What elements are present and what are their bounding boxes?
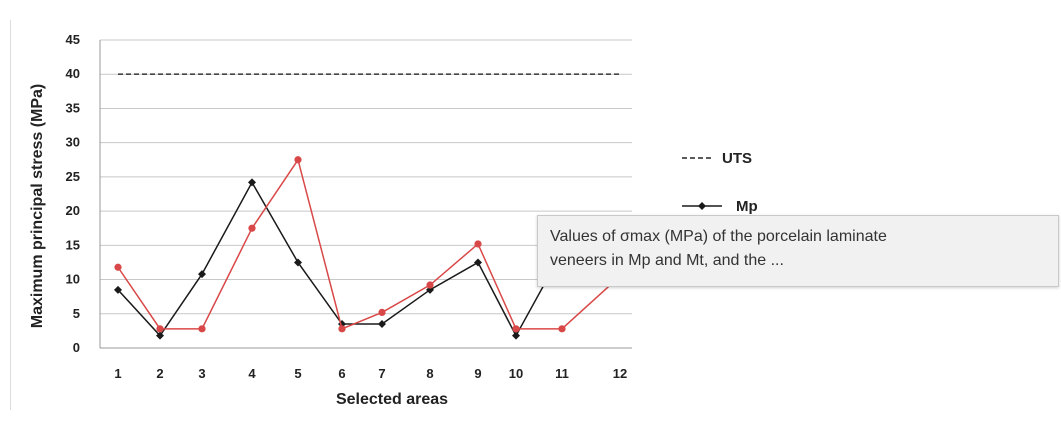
y-tick-label: 40 <box>66 66 80 81</box>
figure-caption-tooltip: Values of σmax (MPa) of the porcelain la… <box>537 215 1059 287</box>
x-tick-label: 11 <box>555 366 569 381</box>
x-tick-label: 4 <box>248 366 256 381</box>
mp-point-4 <box>248 178 256 187</box>
x-tick-label: 2 <box>156 366 163 381</box>
red-point-10 <box>512 325 520 333</box>
red-point-1 <box>114 263 122 271</box>
x-tick-label: 7 <box>378 366 385 381</box>
legend-label-uts: UTS <box>722 150 752 167</box>
x-tick-label: 5 <box>294 366 301 381</box>
x-tick-label: 9 <box>474 366 481 381</box>
y-tick-label: 45 <box>66 32 80 47</box>
mp-point-7 <box>378 320 386 329</box>
red-point-3 <box>198 325 206 333</box>
mp-point-10 <box>512 331 520 340</box>
red-point-9 <box>474 240 482 248</box>
left-border <box>10 20 11 410</box>
x-axis-title: Selected areas <box>336 391 448 408</box>
series-line-mp <box>117 180 563 338</box>
red-point-2 <box>156 325 164 333</box>
y-tick-label: 20 <box>66 203 80 218</box>
y-axis-title: Maximum principal stress (MPa) <box>29 84 46 329</box>
red-point-5 <box>294 156 302 164</box>
series-line-series-2 <box>117 157 621 330</box>
tooltip-line-1: Values of σmax (MPa) of the porcelain la… <box>550 228 887 245</box>
y-tick-label: 35 <box>66 100 80 115</box>
y-tick-label: 10 <box>66 272 80 287</box>
mp-point-5 <box>294 258 302 267</box>
mp-point-3 <box>198 270 206 279</box>
red-point-8 <box>426 281 434 289</box>
x-tick-label: 6 <box>338 366 345 381</box>
x-tick-label: 1 <box>114 366 121 381</box>
legend-marker-mp <box>698 202 706 210</box>
mp-point-9 <box>474 258 482 267</box>
x-tick-label: 3 <box>198 366 205 381</box>
y-tick-label: 5 <box>73 306 80 321</box>
y-tick-label: 15 <box>66 237 80 252</box>
x-tick-label: 10 <box>509 366 523 381</box>
legend-label-mp: Mp <box>736 198 758 215</box>
mp-point-1 <box>114 285 122 294</box>
mp-point-2 <box>156 331 164 340</box>
x-tick-label: 8 <box>426 366 433 381</box>
y-tick-label: 25 <box>66 169 80 184</box>
y-tick-label: 30 <box>66 135 80 150</box>
red-point-4 <box>248 224 256 232</box>
x-tick-label: 12 <box>613 366 627 381</box>
tooltip-line-2: veneers in Mp and Mt, and the ... <box>550 252 784 269</box>
red-point-11 <box>558 325 566 333</box>
y-tick-label: 0 <box>73 340 80 355</box>
red-point-6 <box>338 325 346 333</box>
red-point-7 <box>378 308 386 317</box>
